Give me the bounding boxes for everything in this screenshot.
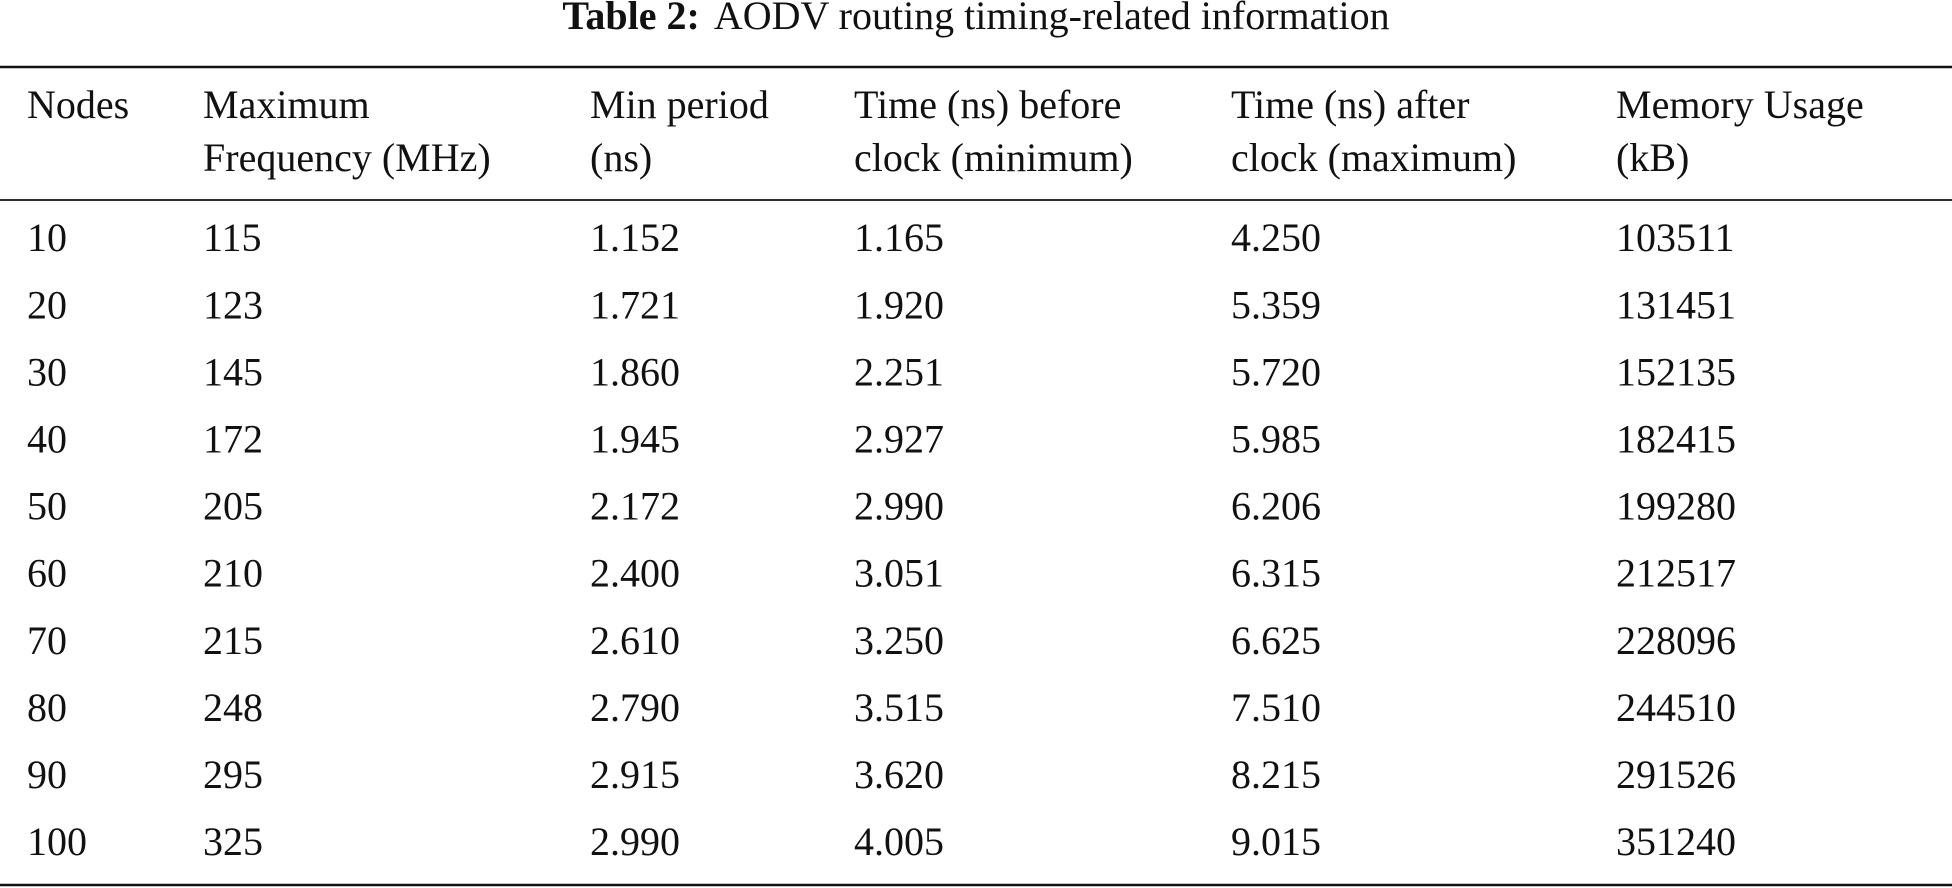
table-cell: 3.250	[854, 618, 944, 663]
table-cell: 115	[203, 215, 262, 260]
table-cell: 199280	[1616, 484, 1736, 529]
table-cell: 2.172	[590, 484, 680, 529]
table-cell: 3.051	[854, 551, 944, 596]
table-cell: 1.860	[590, 349, 680, 394]
header-cell: Memory Usage	[1616, 82, 1864, 127]
header-cell: (kB)	[1616, 135, 1689, 180]
table-cell: 40	[27, 416, 67, 461]
table-cell: 2.990	[854, 484, 944, 529]
header-cell: Nodes	[27, 82, 129, 127]
table-cell: 172	[203, 416, 263, 461]
table-cell: 152135	[1616, 349, 1736, 394]
table-cell: 145	[203, 349, 263, 394]
table-cell: 205	[203, 484, 263, 529]
table-cell: 1.152	[590, 215, 680, 260]
table-cell: 4.005	[854, 819, 944, 864]
table-cell: 90	[27, 752, 67, 797]
header-cell: Frequency (MHz)	[203, 135, 491, 180]
table-cell: 50	[27, 484, 67, 529]
table-cell: 1.945	[590, 416, 680, 461]
caption-label: Table 2:	[562, 0, 699, 38]
table-cell: 103511	[1616, 215, 1735, 260]
table-cell: 2.251	[854, 349, 944, 394]
table-cell: 210	[203, 551, 263, 596]
table-cell: 4.250	[1231, 215, 1321, 260]
table-cell: 2.927	[854, 416, 944, 461]
table-cell: 248	[203, 685, 263, 730]
table-cell: 6.315	[1231, 551, 1321, 596]
table-cell: 8.215	[1231, 752, 1321, 797]
table-cell: 212517	[1616, 551, 1736, 596]
table-cell: 70	[27, 618, 67, 663]
table-cell: 228096	[1616, 618, 1736, 663]
table-cell: 20	[27, 282, 67, 327]
table-cell: 6.206	[1231, 484, 1321, 529]
table-cell: 60	[27, 551, 67, 596]
table-cell: 6.625	[1231, 618, 1321, 663]
table-cell: 182415	[1616, 416, 1736, 461]
header-cell: Time (ns) after	[1231, 82, 1469, 127]
table-cell: 1.721	[590, 282, 680, 327]
table-cell: 2.990	[590, 819, 680, 864]
table-cell: 2.915	[590, 752, 680, 797]
table-cell: 2.790	[590, 685, 680, 730]
header-cell: Maximum	[203, 82, 370, 127]
table-caption: Table 2: AODV routing timing-related info…	[562, 0, 1389, 38]
table-cell: 30	[27, 349, 67, 394]
table-cell: 10	[27, 215, 67, 260]
table-cell: 100	[27, 819, 87, 864]
table-cell: 325	[203, 819, 263, 864]
table-cell: 291526	[1616, 752, 1736, 797]
table-cell: 9.015	[1231, 819, 1321, 864]
table-cell: 351240	[1616, 819, 1736, 864]
table-cell: 1.920	[854, 282, 944, 327]
table-cell: 5.359	[1231, 282, 1321, 327]
header-cell: (ns)	[590, 135, 652, 180]
table-cell: 215	[203, 618, 263, 663]
table-cell: 5.985	[1231, 416, 1321, 461]
table-cell: 295	[203, 752, 263, 797]
table-cell: 3.515	[854, 685, 944, 730]
table-cell: 2.610	[590, 618, 680, 663]
table-cell: 2.400	[590, 551, 680, 596]
table-cell: 3.620	[854, 752, 944, 797]
header-cell: Min period	[590, 82, 769, 127]
header-cell: Time (ns) before	[854, 82, 1121, 127]
header-cell: clock (maximum)	[1231, 135, 1516, 180]
table-cell: 1.165	[854, 215, 944, 260]
table-cell: 5.720	[1231, 349, 1321, 394]
header-cell: clock (minimum)	[854, 135, 1133, 180]
table-cell: 80	[27, 685, 67, 730]
caption-text: AODV routing timing-related information	[714, 0, 1390, 38]
table-cell: 7.510	[1231, 685, 1321, 730]
table-cell: 131451	[1616, 282, 1736, 327]
table-cell: 244510	[1616, 685, 1736, 730]
table-cell: 123	[203, 282, 263, 327]
